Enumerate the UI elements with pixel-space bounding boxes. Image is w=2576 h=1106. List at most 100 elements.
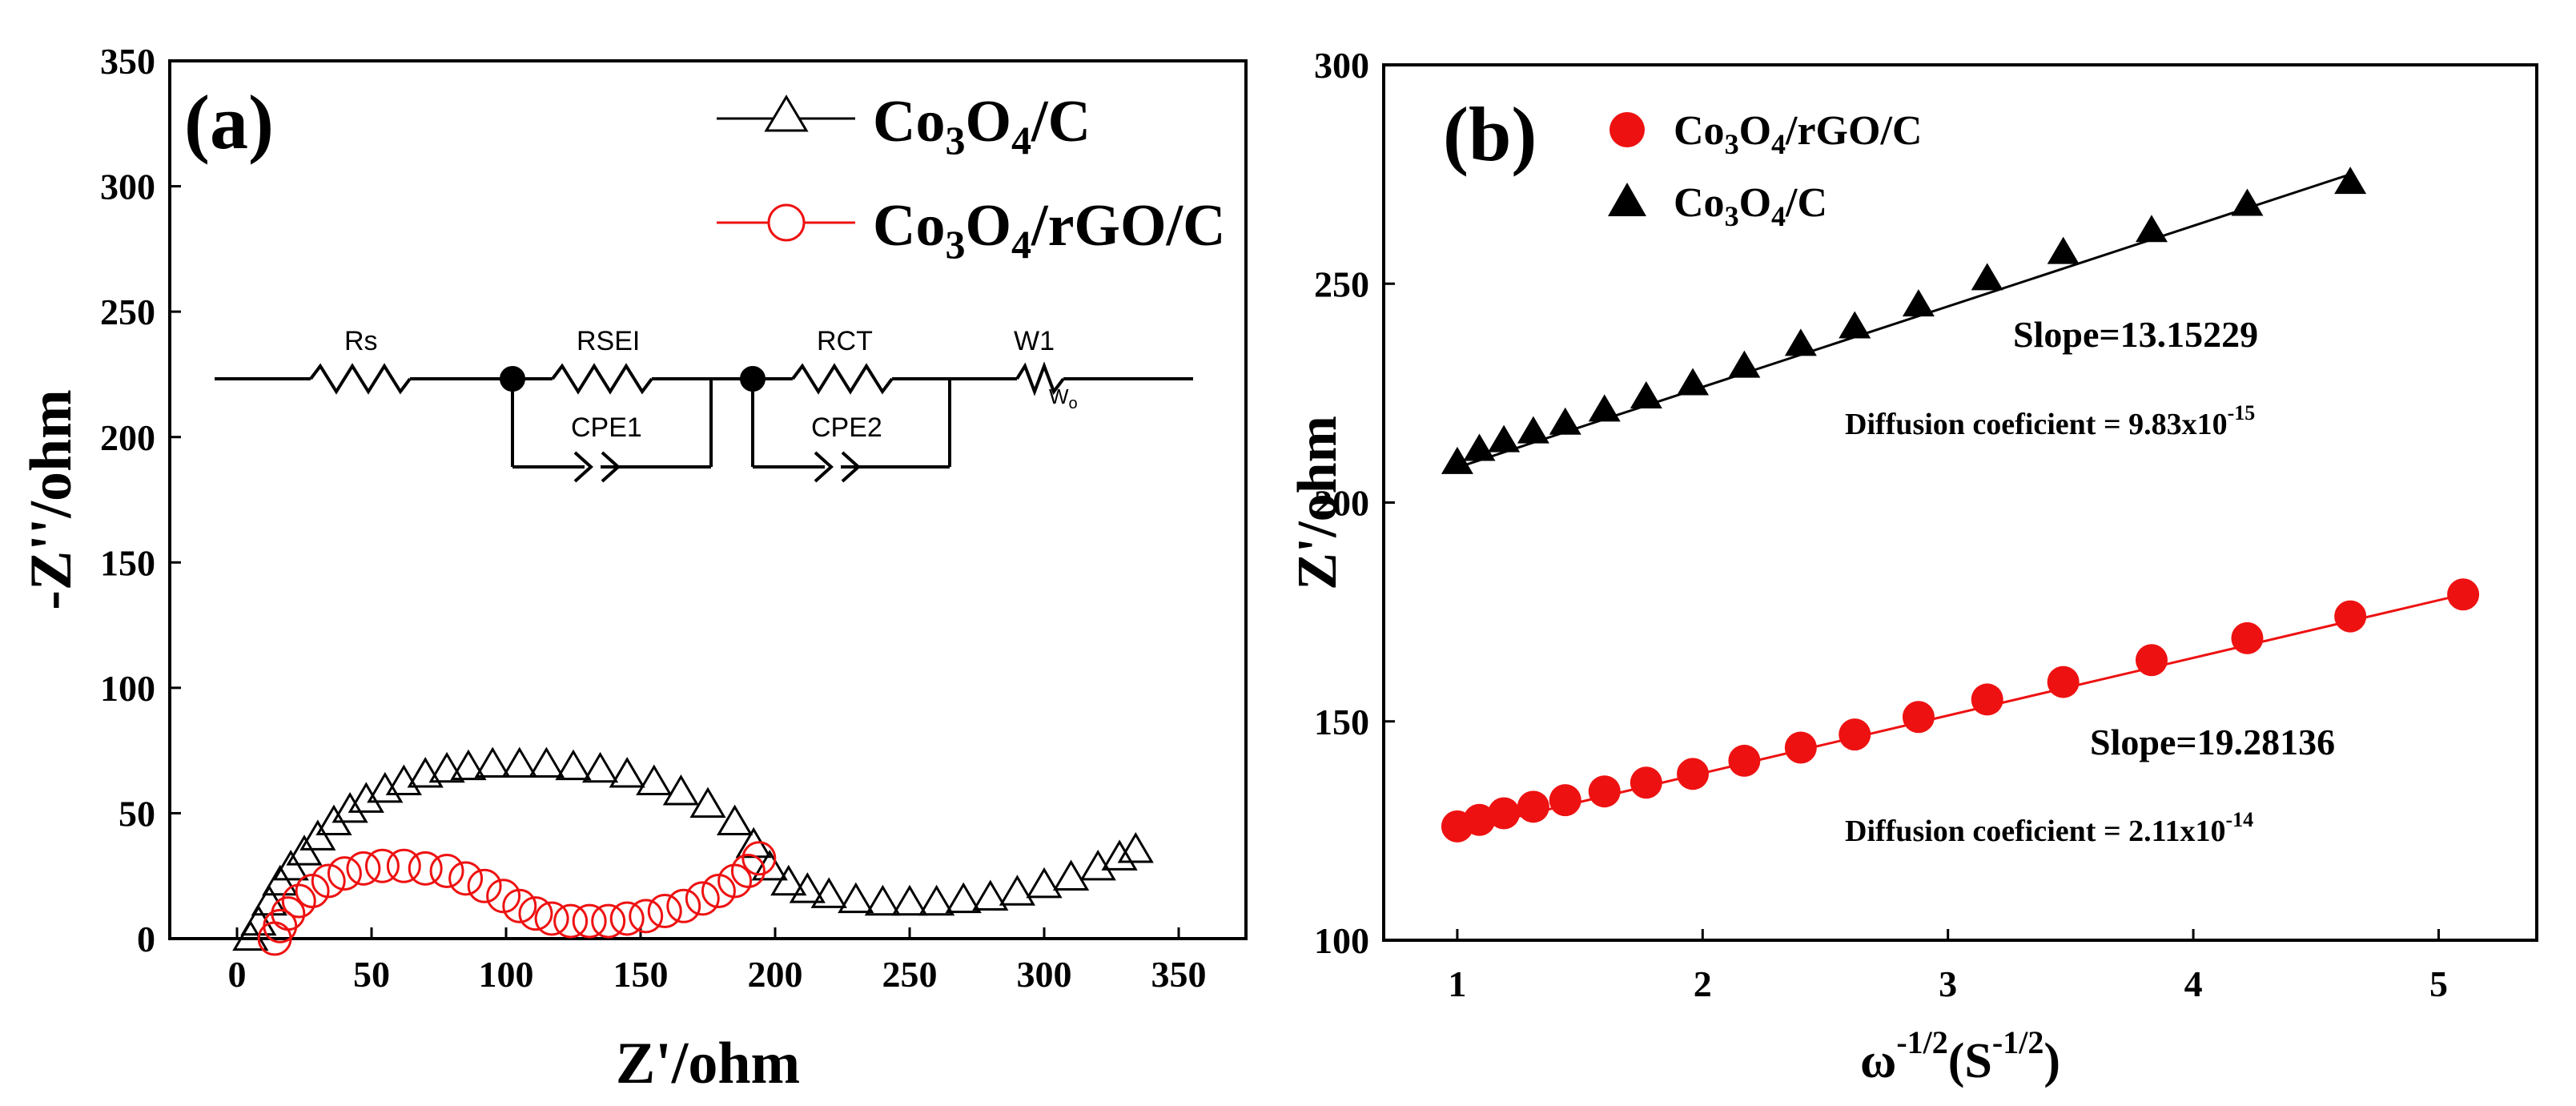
data-point: [286, 835, 323, 866]
panel-a-x-axis-label: Z'/ohm: [616, 1031, 800, 1096]
y-tick-label: 250: [100, 292, 155, 332]
data-point: [346, 851, 381, 886]
panel-a-y-ticks: 0 50 100 150 200 250 300 350: [100, 41, 181, 959]
data-point: [474, 746, 511, 778]
annotation-slope-co3o4c: Slope=13.15229: [2013, 314, 2258, 355]
data-point: [2047, 666, 2080, 698]
legend-label-co3o4c: Co3O4/C: [873, 89, 1091, 163]
panel-b-x-axis-label: ω-1/2(S-1/2): [1860, 1024, 2060, 1088]
data-point: [1488, 797, 1521, 830]
data-point: [1971, 263, 2003, 291]
data-point: [486, 879, 521, 914]
data-point: [1839, 311, 1871, 339]
data-point: [2334, 600, 2367, 633]
data-point: [2447, 578, 2480, 611]
data-point: [685, 881, 720, 916]
data-point: [609, 757, 645, 788]
data-point: [281, 883, 316, 919]
x-tick-label: 2: [1694, 963, 1712, 1004]
label-warburg-symbol: Wo: [1049, 384, 1078, 412]
data-point: [1079, 849, 1116, 881]
data-point: [385, 764, 422, 795]
cpe2-symbol: [814, 451, 834, 483]
data-point: [581, 751, 619, 783]
data-point: [1902, 289, 1935, 317]
data-point: [789, 872, 826, 903]
data-point: [999, 875, 1036, 906]
data-point: [716, 804, 754, 836]
panel-b: 1 2 3 4 5 100 150 200 250 300 (b) Co3O4/rGO/C Co…: [1287, 45, 2538, 1088]
data-point: [448, 861, 484, 896]
y-tick-label: 300: [1314, 45, 1369, 86]
cpe1-symbol: [573, 451, 593, 483]
panel-b-label: (b): [1443, 91, 1537, 177]
data-point: [609, 901, 645, 936]
data-point: [572, 903, 607, 939]
data-point: [689, 786, 726, 818]
data-point: [1463, 433, 1496, 461]
y-tick-label: 150: [1314, 702, 1369, 742]
data-point: [1677, 758, 1710, 790]
y-tick-label: 250: [1314, 263, 1369, 304]
data-point: [891, 884, 928, 916]
data-point: [502, 888, 537, 923]
x-tick-label: 150: [613, 954, 669, 995]
data-point: [1839, 718, 1871, 751]
data-point: [1549, 407, 1581, 435]
data-point: [1117, 832, 1154, 863]
data-point: [945, 882, 982, 914]
data-point: [1441, 446, 1473, 474]
data-point: [272, 849, 309, 881]
panel-a-label: (a): [184, 79, 274, 165]
data-point: [1677, 368, 1710, 396]
y-tick-label: 350: [100, 41, 155, 82]
data-point: [751, 849, 788, 881]
data-point: [528, 746, 565, 778]
x-tick-label: 50: [353, 954, 390, 995]
data-point: [741, 841, 777, 876]
data-point: [408, 851, 443, 886]
data-point: [972, 879, 1009, 911]
data-point: [717, 863, 753, 899]
data-point: [299, 819, 336, 851]
data-point: [407, 757, 444, 788]
legend-marker-open-circle: [767, 203, 806, 242]
data-point: [1630, 766, 1662, 799]
data-point: [1588, 775, 1621, 808]
label-cpe2: CPE2: [811, 412, 882, 443]
data-point: [501, 746, 538, 778]
data-point: [467, 868, 502, 903]
data-point: [232, 919, 269, 951]
data-point: [2135, 644, 2168, 677]
data-point: [367, 771, 404, 803]
circuit-labels: Rs RSEI RCT CPE1 CPE2 W1 Wo: [344, 326, 1078, 443]
x-tick-label: 250: [882, 954, 938, 995]
series-c: [232, 746, 1154, 951]
data-point: [348, 782, 384, 813]
data-point: [1630, 380, 1662, 408]
data-point: [1784, 731, 1817, 764]
data-point: [864, 884, 902, 916]
y-tick-label: 300: [100, 167, 155, 207]
data-point: [2047, 236, 2080, 264]
panel-b-legend: Co3O4/rGO/C Co3O4/C: [1608, 108, 1922, 232]
data-point: [1517, 790, 1549, 823]
equivalent-circuit-inset: [215, 361, 1193, 483]
data-point: [1488, 424, 1521, 452]
data-point: [838, 882, 874, 914]
data-point: [1902, 701, 1935, 734]
data-point: [1052, 859, 1090, 891]
data-point: [647, 894, 682, 929]
y-tick-label: 200: [1314, 483, 1369, 524]
data-point: [918, 884, 955, 916]
legend-marker-filled-triangle: [1608, 183, 1646, 216]
data-point: [1517, 416, 1549, 444]
data-point: [311, 863, 346, 899]
panel-b-y-ticks: 100 150 200 250 300: [1314, 45, 1395, 961]
data-point: [295, 874, 330, 909]
y-tick-label: 150: [100, 542, 155, 583]
label-rs: Rs: [344, 326, 378, 356]
annotation-diffusion-co3o4c: Diffusion coeficient = 9.83x10-15: [1845, 401, 2255, 441]
data-point: [364, 848, 400, 883]
